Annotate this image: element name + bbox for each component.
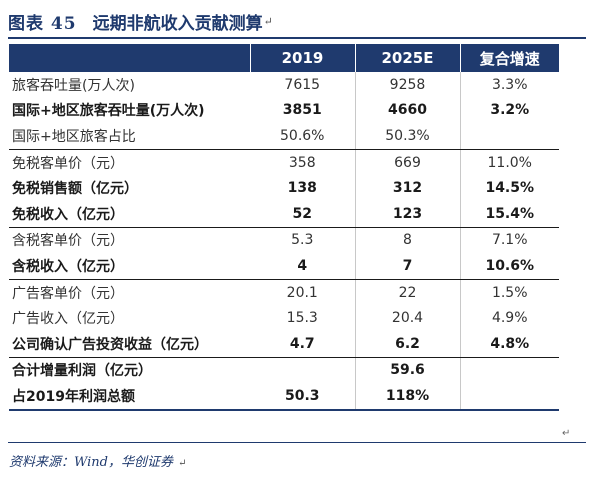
return-mark-icon: ↵	[263, 14, 273, 28]
return-mark-icon: ↵	[562, 428, 571, 439]
table-row: 占2019年利润总额 50.3 118%	[9, 383, 559, 411]
row-label: 免税销售额（亿元）	[12, 181, 138, 198]
row-label: 广告收入（亿元）	[12, 311, 124, 328]
cell-2025e: 9258	[355, 72, 461, 98]
table-row: 公司确认广告投资收益（亿元） 4.7 6.2 4.8%	[9, 330, 559, 358]
table-row: 含税客单价（元） 5.3 8 7.1%	[9, 227, 559, 254]
cell-cagr: 15.4%	[460, 200, 559, 228]
row-label: 合计增量利润（亿元）	[12, 363, 152, 380]
table-header-row: 2019 2025E 复合增速	[9, 44, 559, 72]
cell-2019: 52	[250, 200, 356, 228]
source-text: 资料来源：Wind，华创证券	[9, 455, 173, 470]
cell-cagr: 14.5%	[485, 180, 535, 197]
table-row: 含税收入（亿元） 4 7 10.6%	[9, 253, 559, 280]
table-row: 国际+地区旅客吞吐量(万人次) 3851 4660 3.2%	[9, 97, 559, 124]
cell-2019: 358	[250, 149, 356, 176]
cell-2019: 3851	[250, 97, 356, 124]
header-2019: 2019	[250, 44, 356, 72]
cell-2025e: 8	[355, 227, 461, 254]
row-label: 国际+地区旅客吞吐量(万人次)	[12, 103, 205, 120]
table-row: 国际+地区旅客占比 50.6% 50.3%	[9, 123, 559, 150]
table-row: 免税客单价（元） 358 669 11.0%	[9, 149, 559, 176]
cell-cagr	[460, 123, 559, 150]
cell-2025e: 6.2	[355, 330, 461, 358]
cell-2025e: 59.6	[355, 357, 461, 384]
row-label: 免税收入（亿元）	[9, 200, 250, 228]
cell-2019	[250, 357, 356, 384]
row-label: 公司确认广告投资收益（亿元）	[9, 330, 250, 358]
cell-cagr	[460, 357, 559, 383]
cell-cagr: 10.6%	[460, 253, 559, 280]
row-label: 含税客单价（元）	[12, 233, 124, 250]
header-2025e: 2025E	[355, 44, 461, 72]
cell-2025e: 20.4	[355, 305, 461, 331]
table-row: 合计增量利润（亿元） 59.6	[9, 357, 559, 384]
table-row: 广告收入（亿元） 15.3 20.4 4.9%	[9, 305, 559, 331]
cell-2025e: 123	[355, 200, 461, 228]
cell-cagr: 1.5%	[491, 284, 528, 301]
row-label: 含税收入（亿元）	[9, 253, 250, 280]
cell-2019: 7615	[250, 72, 356, 98]
cell-2025e: 4660	[355, 97, 461, 124]
cell-cagr: 3.3%	[491, 76, 528, 93]
cell-2019: 5.3	[250, 227, 356, 254]
cell-2019: 50.6%	[250, 123, 356, 150]
header-label	[9, 44, 251, 72]
figure-caption: 图表 45 远期非航收入贡献测算 ↵	[8, 8, 586, 34]
cell-2019: 15.3	[250, 305, 356, 331]
cell-2025e: 669	[355, 149, 461, 176]
cell-2025e: 118%	[355, 383, 461, 411]
revenue-table: 2019 2025E 复合增速 旅客吞吐量(万人次) 7615 9258 3.3…	[9, 44, 559, 411]
cell-2019: 4	[250, 253, 356, 280]
return-mark-icon: ↵	[178, 458, 187, 469]
source-note: 资料来源：Wind，华创证券 ↵	[9, 451, 187, 470]
row-label: 占2019年利润总额	[9, 383, 250, 411]
cell-2025e: 7	[355, 253, 461, 280]
row-label: 国际+地区旅客占比	[9, 123, 250, 150]
cell-2019: 138	[250, 175, 356, 201]
cell-cagr: 4.8%	[460, 330, 559, 358]
cell-2025e: 50.3%	[355, 123, 461, 150]
caption-rule	[8, 37, 586, 39]
cell-cagr: 4.9%	[491, 310, 528, 327]
figure-number: 图表 45	[8, 13, 77, 34]
cell-2025e: 22	[355, 279, 461, 306]
table-row: 旅客吞吐量(万人次) 7615 9258 3.3%	[9, 72, 559, 98]
table-row: 广告客单价（元） 20.1 22 1.5%	[9, 279, 559, 306]
row-label: 广告客单价（元）	[12, 285, 124, 302]
cell-cagr: 11.0%	[487, 154, 532, 171]
cell-2019: 20.1	[250, 279, 356, 306]
cell-cagr: 3.2%	[490, 102, 530, 119]
row-label: 旅客吞吐量(万人次)	[12, 77, 135, 94]
table-row: 免税销售额（亿元） 138 312 14.5%	[9, 175, 559, 201]
cell-2019: 50.3	[250, 383, 356, 411]
header-cagr: 复合增速	[460, 44, 559, 72]
cell-cagr	[460, 383, 559, 411]
figure-title: 远期非航收入贡献测算	[92, 13, 263, 34]
cell-2019: 4.7	[250, 330, 356, 358]
cell-cagr: 7.1%	[491, 232, 528, 249]
table-row: 免税收入（亿元） 52 123 15.4%	[9, 200, 559, 228]
source-rule	[8, 442, 586, 443]
row-label: 免税客单价（元）	[12, 155, 124, 172]
cell-2025e: 312	[355, 175, 461, 201]
